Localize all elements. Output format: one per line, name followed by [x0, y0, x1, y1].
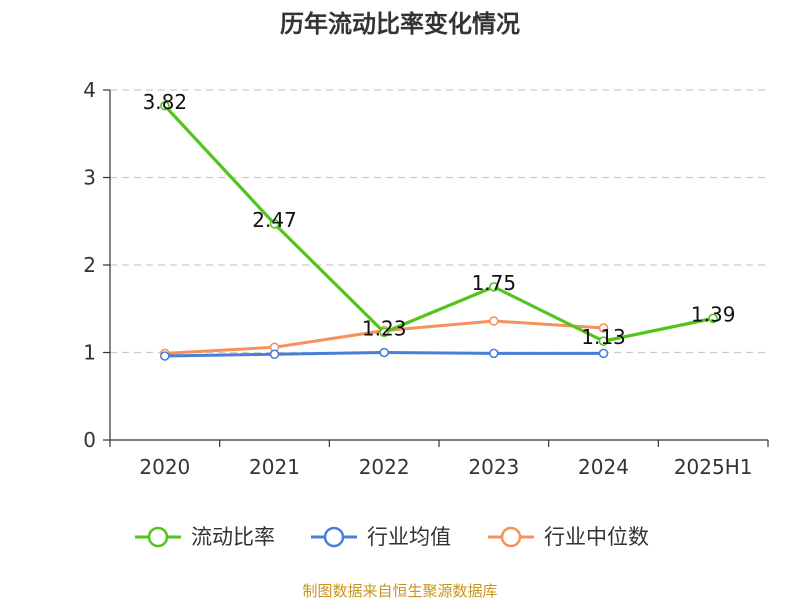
data-point [598, 348, 609, 359]
legend-marker [500, 526, 522, 548]
data-point [269, 219, 280, 229]
data-label: 3.82 [143, 90, 188, 114]
legend-label: 行业中位数 [544, 525, 649, 549]
data-label: 2.47 [252, 208, 297, 232]
chart-title: 历年流动比率变化情况 [280, 10, 520, 38]
legend-label: 行业均值 [367, 525, 451, 549]
grid [110, 89, 768, 354]
y-tick-label: 4 [83, 78, 96, 102]
x-tick-label: 2020 [139, 455, 190, 479]
data-point [379, 347, 389, 358]
data-point [489, 348, 499, 359]
data-point [489, 282, 499, 292]
data-point [160, 100, 170, 111]
data-point [269, 349, 280, 360]
data-labels: 3.82 2.47 1.23 1.75 1.13 1.39 [143, 90, 736, 349]
x-tick-label: 2025H1 [674, 455, 753, 479]
data-point [379, 327, 389, 338]
source-note: 制图数据来自恒生聚源数据库 [302, 582, 497, 600]
y-tick-label: 0 [83, 428, 96, 452]
legend-marker [323, 526, 345, 548]
y-tick-label: 1 [83, 341, 96, 365]
y-tick-label: 3 [83, 166, 96, 190]
series-0 [160, 100, 718, 346]
data-point [160, 351, 170, 361]
y-tick-label: 2 [83, 253, 96, 277]
data-point [598, 323, 609, 333]
data-point [598, 336, 609, 346]
data-point [708, 313, 718, 324]
x-tick-label: 2023 [468, 455, 519, 479]
legend-item: 流动比率 [135, 525, 275, 549]
x-tick-label: 2022 [359, 455, 410, 479]
x-tick-label: 2024 [578, 455, 629, 479]
legend-item: 行业中位数 [488, 525, 649, 549]
data-label: 1.13 [581, 325, 626, 349]
axes: 0 1 2 3 4 2020 2021 2022 2023 2024 2025H1 [83, 78, 769, 479]
data-label: 1.23 [362, 316, 407, 340]
series-layer [160, 100, 718, 361]
x-tick-label: 2021 [249, 455, 300, 479]
legend-label: 流动比率 [191, 525, 275, 549]
series-line [163, 104, 714, 343]
data-label: 1.75 [472, 271, 517, 295]
data-point [489, 316, 499, 326]
legend: 流动比率 行业均值 行业中位数 [135, 525, 649, 549]
data-label: 1.39 [691, 302, 736, 326]
legend-marker [147, 526, 169, 548]
series-1 [160, 347, 609, 361]
legend-item: 行业均值 [311, 525, 451, 549]
